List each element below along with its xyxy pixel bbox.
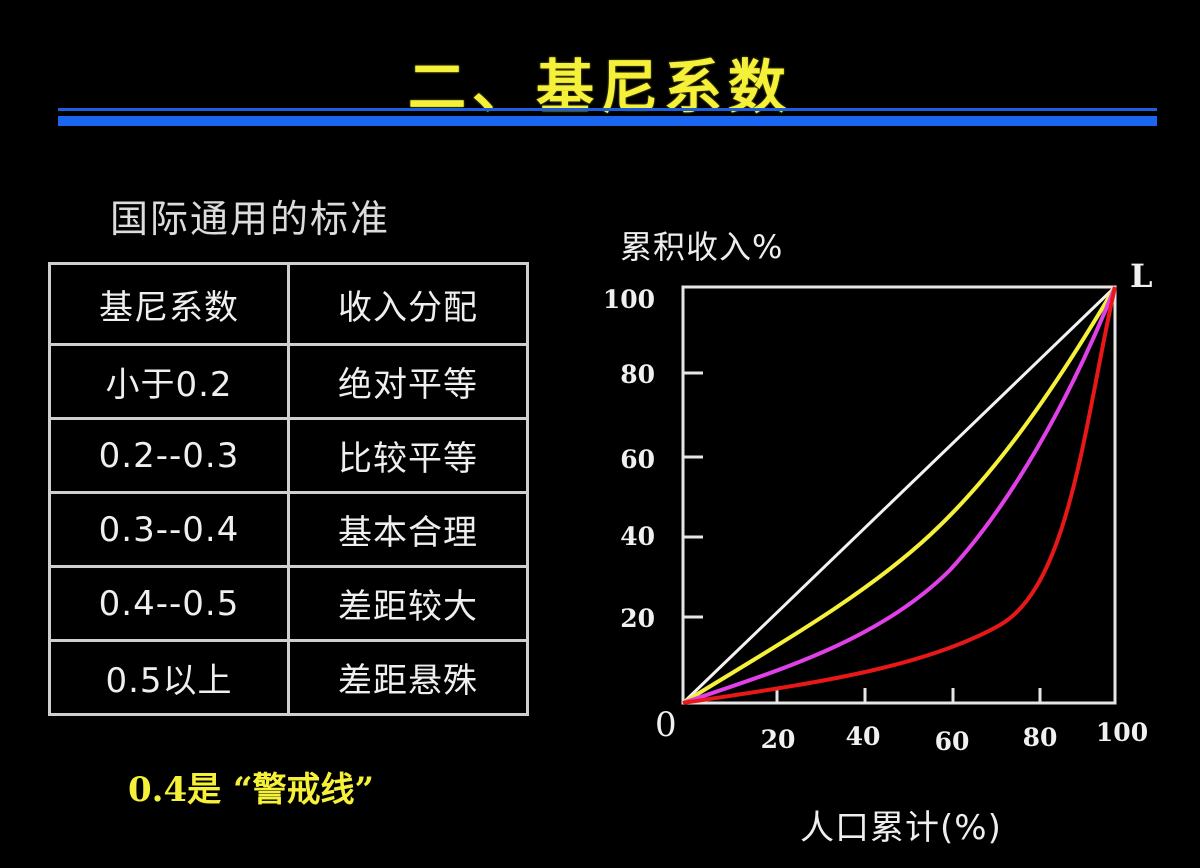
x-tick-20: 20 <box>760 725 796 754</box>
table-row: 0.4--0.5 差距较大 <box>48 565 529 642</box>
origin-label: 0 <box>655 705 677 745</box>
header-gini: 基尼系数 <box>48 262 290 346</box>
y-tick-40: 40 <box>620 522 655 551</box>
cell-range: 0.2--0.3 <box>48 417 290 494</box>
cell-range: 0.3--0.4 <box>48 491 290 568</box>
lorenz-curve-red <box>682 286 1117 705</box>
cell-range: 0.5以上 <box>48 639 290 716</box>
cell-level: 差距悬殊 <box>287 639 529 716</box>
y-tick-20: 20 <box>620 604 655 633</box>
equality-line <box>681 285 1117 705</box>
standard-subtitle: 国际通用的标准 <box>110 197 391 241</box>
cell-range: 小于0.2 <box>48 343 290 420</box>
cell-level: 差距较大 <box>287 565 529 642</box>
y-axis-label: 累积收入% <box>620 228 784 266</box>
lorenz-curve-magenta <box>682 286 1117 705</box>
corner-label-L: L <box>1130 257 1153 295</box>
lorenz-curve-yellow <box>681 285 1117 705</box>
table-header-row: 基尼系数 收入分配 <box>48 262 529 346</box>
table-row: 0.2--0.3 比较平等 <box>48 417 529 494</box>
x-tick-80: 80 <box>1022 723 1058 752</box>
y-tick-80: 80 <box>620 360 655 389</box>
y-tick-60: 60 <box>620 445 655 474</box>
x-tick-100: 100 <box>1095 718 1149 747</box>
plot-frame <box>681 285 1117 705</box>
header-distribution: 收入分配 <box>287 262 529 346</box>
y-tick-marks <box>683 371 703 619</box>
x-axis-label: 人口累计(%) <box>800 808 1002 848</box>
warning-line-note: 0.4是 “警戒线” <box>128 770 375 810</box>
cell-level: 基本合理 <box>287 491 529 568</box>
x-tick-marks <box>775 688 1042 703</box>
gini-standard-table: 基尼系数 收入分配 小于0.2 绝对平等 0.2--0.3 比较平等 0.3--… <box>48 262 529 716</box>
title-rule-thin <box>58 108 1157 111</box>
y-tick-100: 100 <box>602 285 655 314</box>
table-row: 小于0.2 绝对平等 <box>48 343 529 420</box>
title-rule-thick <box>58 116 1157 126</box>
table-row: 0.3--0.4 基本合理 <box>48 491 529 568</box>
x-tick-60: 60 <box>934 727 970 756</box>
cell-level: 绝对平等 <box>287 343 529 420</box>
cell-range: 0.4--0.5 <box>48 565 290 642</box>
cell-level: 比较平等 <box>287 417 529 494</box>
x-tick-40: 40 <box>845 722 881 751</box>
table-row: 0.5以上 差距悬殊 <box>48 639 529 716</box>
